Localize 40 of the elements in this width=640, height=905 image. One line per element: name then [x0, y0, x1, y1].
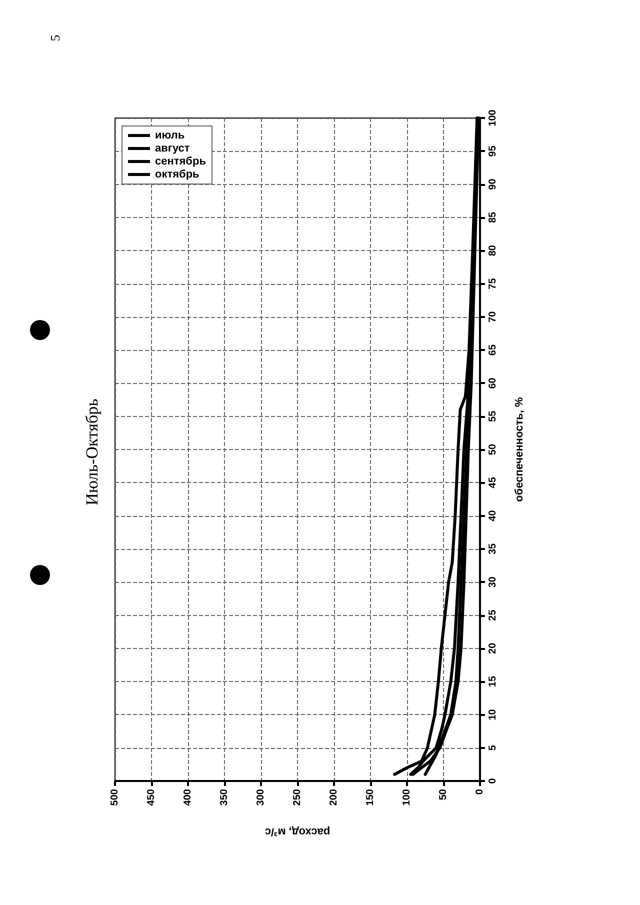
- x-tick-label: 0: [474, 788, 486, 795]
- x-tick-label: 450: [146, 788, 157, 806]
- y-tick-label: 75: [488, 278, 498, 290]
- y-tick-label: 5: [488, 744, 498, 751]
- y-tick-label: 15: [488, 676, 498, 688]
- x-tick-label: 400: [182, 788, 194, 806]
- y-tick-label: 40: [488, 510, 498, 522]
- x-axis-title: расход, м³/с: [264, 826, 330, 838]
- y-tick-label: 85: [488, 211, 498, 224]
- y-tick-label: 95: [488, 145, 498, 157]
- y-tick-label: 0: [488, 778, 498, 784]
- x-tick-label: 250: [292, 788, 303, 806]
- x-tick-label: 200: [328, 788, 340, 806]
- y-tick-label: 60: [488, 377, 498, 389]
- x-tick-label: 350: [219, 788, 230, 806]
- text: Июль-Октябрь: [82, 398, 102, 506]
- legend-label: август: [155, 142, 190, 154]
- y-tick-label: 10: [488, 708, 498, 720]
- text: 5: [48, 34, 62, 42]
- y-tick-label: 20: [488, 642, 498, 654]
- x-tick-label: 100: [402, 788, 412, 806]
- legend-label: июль: [155, 130, 185, 142]
- x-tick-label: 500: [110, 788, 120, 806]
- y-tick-label: 90: [488, 178, 498, 190]
- y-tick-label: 35: [488, 542, 498, 555]
- y-tick-label: 50: [488, 444, 498, 456]
- y-tick-label: 80: [488, 244, 498, 256]
- x-tick-label: 150: [365, 788, 376, 806]
- y-tick-label: 65: [488, 344, 498, 356]
- y-tick-label: 25: [488, 609, 498, 621]
- y-axis-title: обеспеченность, %: [514, 396, 526, 502]
- legend-label: октябрь: [155, 168, 200, 180]
- legend-label: сентябрь: [155, 156, 206, 168]
- y-tick-label: 55: [488, 410, 498, 422]
- x-tick-label: 50: [438, 788, 449, 800]
- y-tick-label: 45: [488, 476, 498, 488]
- x-tick-label: 300: [256, 788, 266, 806]
- y-tick-label: 100: [488, 109, 498, 126]
- y-tick-label: 30: [488, 576, 498, 588]
- y-tick-label: 70: [488, 310, 498, 322]
